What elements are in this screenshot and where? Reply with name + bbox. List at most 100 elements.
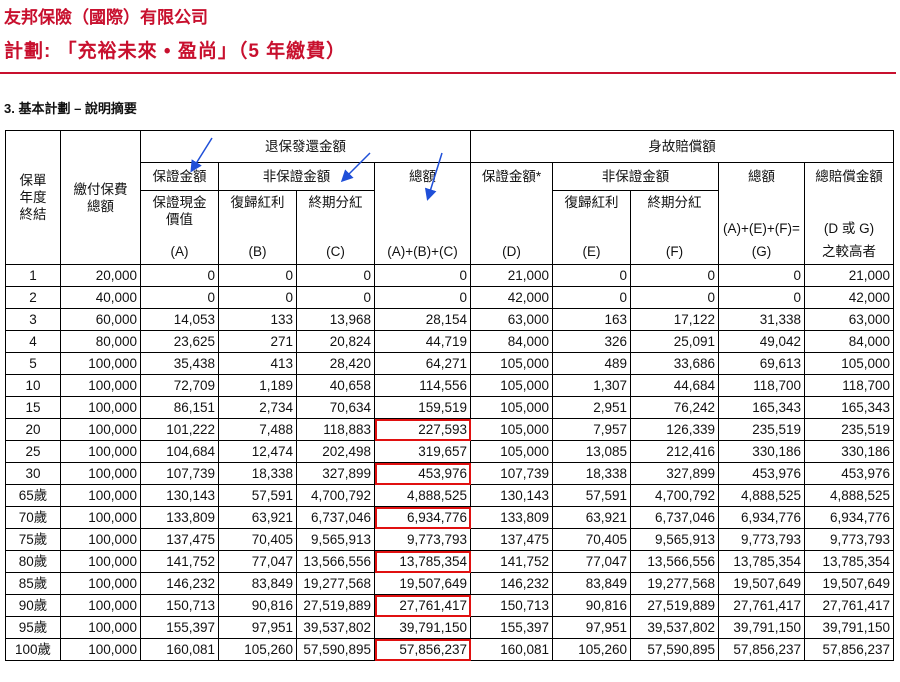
tag-t2: 之較高者 (803, 238, 895, 265)
col-b-header: 復歸紅利 (218, 190, 297, 239)
table-cell: 100,000 (60, 506, 141, 529)
table-cell: 100,000 (60, 616, 141, 639)
surrender-group-header: 退保發還金額 (140, 130, 471, 163)
table-cell: 202,498 (296, 440, 375, 463)
col-c-header: 終期分紅 (296, 190, 375, 239)
cell-year: 5 (5, 352, 61, 375)
table-cell: 44,719 (374, 330, 471, 353)
table-cell: 19,277,568 (630, 572, 719, 595)
table-cell: 63,000 (803, 308, 895, 331)
table-cell: 64,271 (374, 352, 471, 375)
table-cell: 453,976 (803, 462, 895, 485)
death-group-header: 身故賠償額 (469, 130, 895, 163)
table-cell: 57,856,237 (374, 638, 471, 661)
table-cell: 0 (374, 264, 471, 287)
table-cell: 42,000 (470, 286, 553, 309)
table-cell: 40,000 (60, 286, 141, 309)
table-cell: 0 (296, 286, 375, 309)
table-row: 15 100,000 86,151 2,734 70,634 159,519 105,000… (5, 396, 895, 419)
table-cell: 25,091 (630, 330, 719, 353)
table-cell: 9,773,793 (374, 528, 471, 551)
table-cell: 39,791,150 (718, 616, 805, 639)
table-cell: 105,000 (470, 374, 553, 397)
col-a-header: 保證現金 價值 (140, 190, 219, 239)
table-row: 85歲 100,000 146,232 83,849 19,277,568 19,507,… (5, 572, 895, 595)
table-cell: 4,888,525 (718, 484, 805, 507)
nonguaranteed-subheader: 非保證金額 (218, 162, 375, 191)
table-cell: 18,338 (218, 462, 297, 485)
table-cell: 35,438 (140, 352, 219, 375)
cell-year: 1 (5, 264, 61, 287)
tag-b: (B) (218, 238, 297, 265)
table-cell: 212,416 (630, 440, 719, 463)
table-cell: 0 (374, 286, 471, 309)
table-cell: 6,737,046 (296, 506, 375, 529)
cell-year: 20 (5, 418, 61, 441)
table-cell: 97,951 (218, 616, 297, 639)
tag-f: (F) (630, 238, 719, 265)
table-cell: 0 (630, 264, 719, 287)
table-cell: 27,519,889 (296, 594, 375, 617)
table-cell: 155,397 (140, 616, 219, 639)
table-cell: 9,773,793 (718, 528, 805, 551)
table-cell: 21,000 (803, 264, 895, 287)
table-cell: 133 (218, 308, 297, 331)
table-cell: 1,307 (552, 374, 631, 397)
table-cell: 0 (218, 264, 297, 287)
table-cell: 6,934,776 (718, 506, 805, 529)
table-cell: 27,761,417 (718, 594, 805, 617)
table-cell: 105,000 (803, 352, 895, 375)
table-cell: 33,686 (630, 352, 719, 375)
table-cell: 13,968 (296, 308, 375, 331)
table-cell: 327,899 (630, 462, 719, 485)
table-row: 90歲 100,000 150,713 90,816 27,519,889 27,761,… (5, 594, 895, 617)
table-row: 4 80,000 23,625 271 20,824 44,719 84,000 326 25,… (5, 330, 895, 353)
table-cell: 489 (552, 352, 631, 375)
table-cell: 105,000 (470, 418, 553, 441)
cell-year: 95歲 (5, 616, 61, 639)
table-row: 25 100,000 104,684 12,474 202,498 319,657 105,… (5, 440, 895, 463)
table-cell: 235,519 (718, 418, 805, 441)
table-cell: 0 (630, 286, 719, 309)
table-cell: 69,613 (718, 352, 805, 375)
table-cell: 319,657 (374, 440, 471, 463)
table-row: 65歲 100,000 130,143 57,591 4,700,792 4,888,52… (5, 484, 895, 507)
col-abc-spacer (374, 190, 471, 239)
table-cell: 13,785,354 (803, 550, 895, 573)
table-cell: 57,856,237 (803, 638, 895, 661)
table-cell: 133,809 (140, 506, 219, 529)
table-cell: 9,565,913 (630, 528, 719, 551)
table-cell: 18,338 (552, 462, 631, 485)
table-cell: 100,000 (60, 374, 141, 397)
table-cell: 105,000 (470, 352, 553, 375)
table-cell: 0 (140, 264, 219, 287)
table-cell: 39,791,150 (374, 616, 471, 639)
tag-abc: (A)+(B)+(C) (374, 238, 471, 265)
table-cell: 63,921 (218, 506, 297, 529)
cell-year: 2 (5, 286, 61, 309)
table-cell: 28,420 (296, 352, 375, 375)
table-cell: 19,507,649 (374, 572, 471, 595)
table-cell: 17,122 (630, 308, 719, 331)
table-cell: 4,700,792 (630, 484, 719, 507)
table-cell: 70,405 (552, 528, 631, 551)
table-cell: 19,507,649 (803, 572, 895, 595)
table-cell: 13,566,556 (296, 550, 375, 573)
cell-year: 10 (5, 374, 61, 397)
table-cell: 9,565,913 (296, 528, 375, 551)
cell-year: 25 (5, 440, 61, 463)
table-cell: 118,700 (718, 374, 805, 397)
table-cell: 227,593 (374, 418, 471, 441)
table-cell: 27,761,417 (803, 594, 895, 617)
table-cell: 86,151 (140, 396, 219, 419)
table-cell: 19,277,568 (296, 572, 375, 595)
table-row: 2 40,000 0 0 0 0 42,000 0 0 0 42,000 (5, 286, 895, 309)
table-cell: 105,000 (470, 396, 553, 419)
plan-title: 計劃: 「充裕未來 • 盈尚」（5 年繳費） (4, 41, 347, 62)
table-row: 80歲 100,000 141,752 77,047 13,566,556 13,785,… (5, 550, 895, 573)
table-cell: 413 (218, 352, 297, 375)
table-cell: 49,042 (718, 330, 805, 353)
cell-year: 75歲 (5, 528, 61, 551)
table-cell: 100,000 (60, 528, 141, 551)
table-cell: 118,700 (803, 374, 895, 397)
